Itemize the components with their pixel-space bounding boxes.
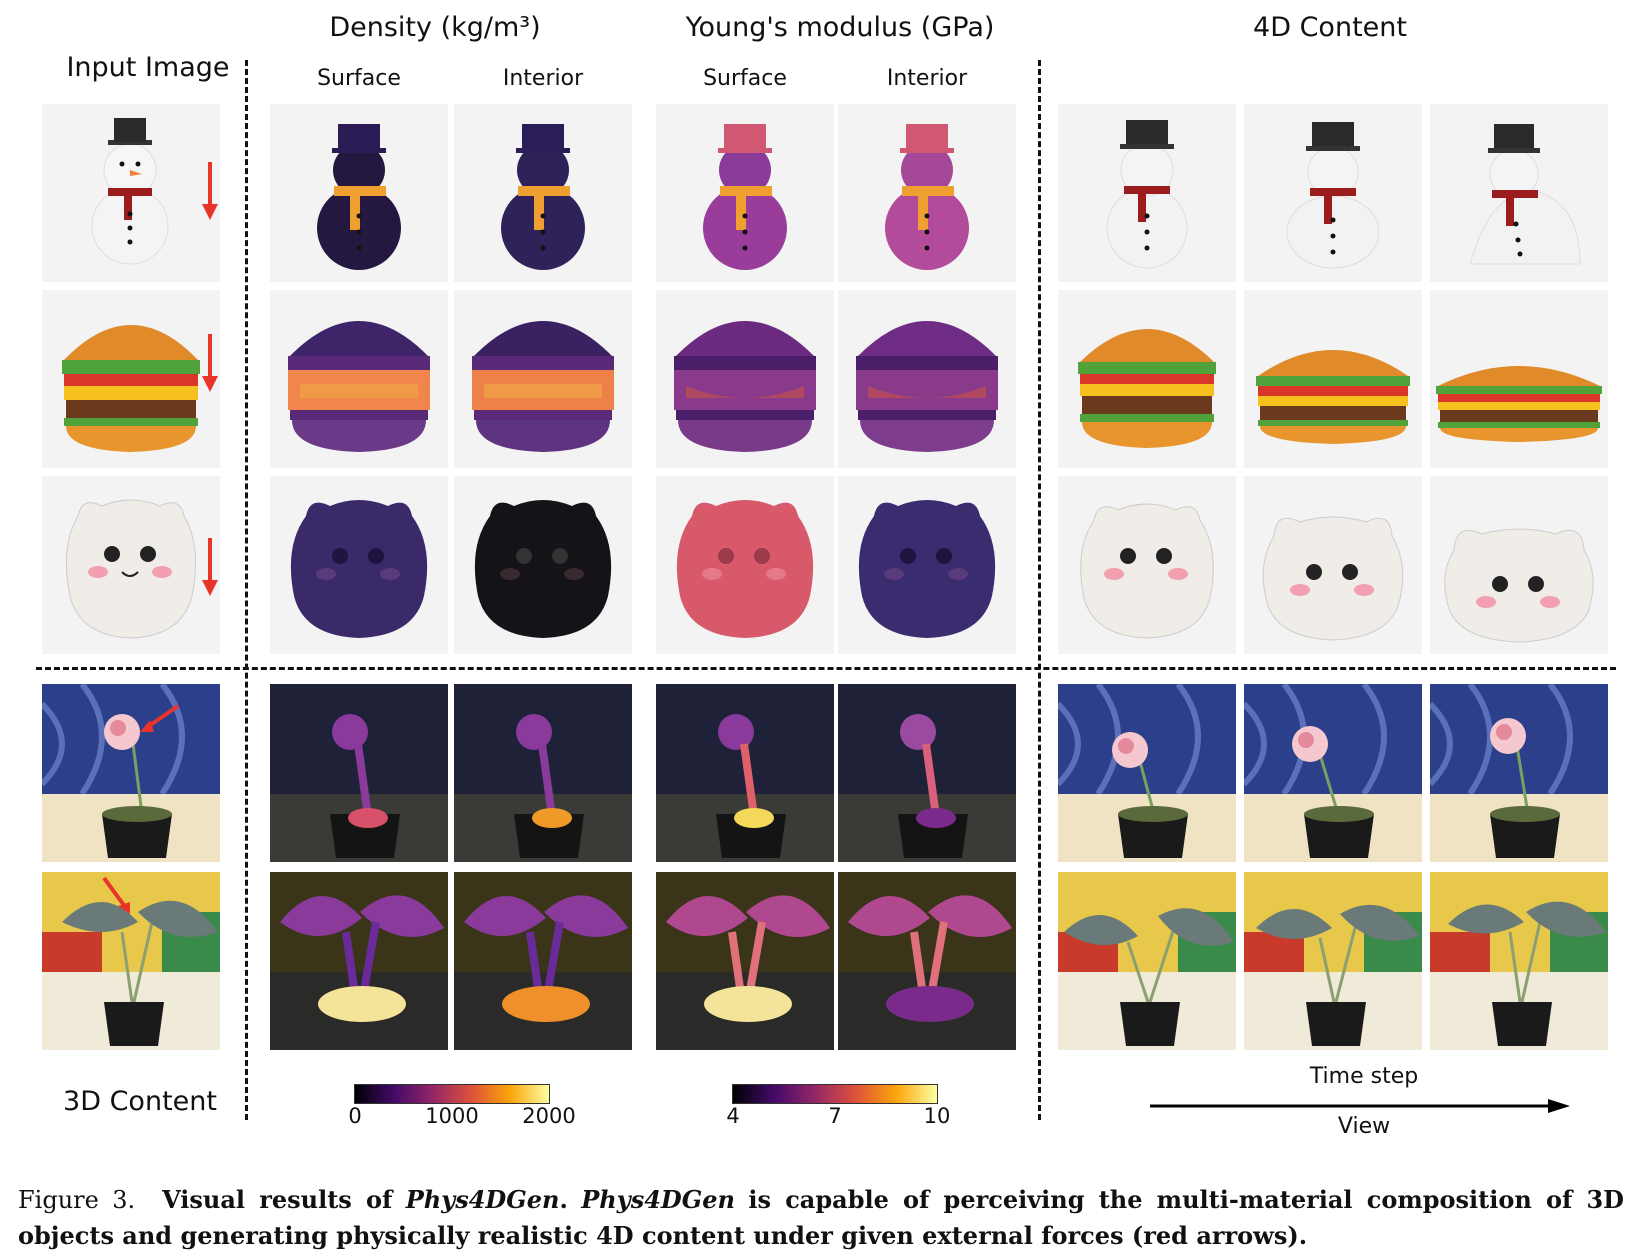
carnation-density-interior — [454, 684, 632, 862]
caption-bold-1: Visual results of — [162, 1185, 393, 1214]
snowman-density-interior — [454, 104, 632, 282]
density-interior-label: Interior — [502, 66, 584, 91]
time-arrow — [1150, 1098, 1570, 1113]
alocasia-youngs-surface — [656, 872, 834, 1050]
force-arrow-icon — [202, 538, 218, 596]
caption-bold-2: . — [559, 1185, 568, 1214]
burger-youngs-interior — [838, 290, 1016, 468]
plush-density-interior — [454, 476, 632, 654]
right-arrow-icon — [1150, 1099, 1570, 1113]
figure-caption: Figure 3. Visual results of Phys4DGen. P… — [18, 1182, 1624, 1254]
content-3d-label: 3D Content — [63, 1086, 217, 1117]
alocasia-density-surface — [270, 872, 448, 1050]
youngs-colorbar — [732, 1084, 938, 1104]
snowman-input-image — [42, 104, 220, 282]
force-arrow-icon — [202, 162, 218, 220]
force-arrow-icon — [202, 334, 218, 392]
burger-density-surface — [270, 290, 448, 468]
density-tick-2000: 2000 — [522, 1104, 576, 1128]
alocasia-density-interior — [454, 872, 632, 1050]
time-step-label: Time step — [1309, 1064, 1419, 1089]
carnation-4d-frame-2 — [1244, 684, 1422, 862]
alocasia-4d-frame-2 — [1244, 872, 1422, 1050]
snowman-density-surface — [270, 104, 448, 282]
carnation-4d-frame-3 — [1430, 684, 1608, 862]
plush-youngs-surface — [656, 476, 834, 654]
content-4d-header: 4D Content — [1253, 12, 1407, 43]
carnation-youngs-interior — [838, 684, 1016, 862]
density-header: Density (kg/m³) — [329, 12, 541, 43]
plush-density-surface — [270, 476, 448, 654]
separator-4d — [1038, 60, 1041, 1120]
youngs-tick-4: 4 — [726, 1104, 740, 1128]
view-label: View — [1337, 1114, 1391, 1139]
burger-4d-frame-1 — [1058, 290, 1236, 468]
carnation-youngs-surface — [656, 684, 834, 862]
carnation-density-surface — [270, 684, 448, 862]
youngs-modulus-header: Young's modulus (GPa) — [685, 12, 995, 43]
plush-4d-frame-2 — [1244, 476, 1422, 654]
youngs-tick-10: 10 — [923, 1104, 951, 1128]
force-arrow-icon — [102, 876, 130, 914]
youngs-surface-label: Surface — [703, 66, 787, 91]
burger-4d-frame-2 — [1244, 290, 1422, 468]
plush-youngs-interior — [838, 476, 1016, 654]
alocasia-4d-frame-3 — [1430, 872, 1608, 1050]
burger-youngs-surface — [656, 290, 834, 468]
snowman-4d-frame-2 — [1244, 104, 1422, 282]
density-tick-1000: 1000 — [425, 1104, 479, 1128]
alocasia-4d-frame-1 — [1058, 872, 1236, 1050]
burger-input-image — [42, 290, 220, 468]
input-image-header: Input Image — [66, 52, 230, 83]
separator-3d — [36, 667, 1616, 670]
density-colorbar — [354, 1084, 550, 1104]
alocasia-input-image — [42, 872, 220, 1050]
snowman-4d-frame-3 — [1430, 104, 1608, 282]
caption-name-2: Phys4DGen — [581, 1185, 735, 1214]
plush-4d-frame-1 — [1058, 476, 1236, 654]
plush-4d-frame-3 — [1430, 476, 1608, 654]
carnation-4d-frame-1 — [1058, 684, 1236, 862]
snowman-youngs-surface — [656, 104, 834, 282]
caption-name-1: Phys4DGen — [405, 1185, 560, 1214]
density-surface-label: Surface — [317, 66, 401, 91]
alocasia-youngs-interior — [838, 872, 1016, 1050]
force-arrow-icon — [140, 704, 180, 732]
carnation-input-image — [42, 684, 220, 862]
youngs-interior-label: Interior — [886, 66, 968, 91]
caption-figure-number: Figure 3. — [18, 1186, 136, 1214]
youngs-tick-7: 7 — [828, 1104, 842, 1128]
separator-input — [245, 60, 248, 1120]
density-tick-0: 0 — [348, 1104, 362, 1128]
burger-density-interior — [454, 290, 632, 468]
burger-4d-frame-3 — [1430, 290, 1608, 468]
caption-bold-3: is capable of perceiving the multi-mater… — [18, 1185, 1624, 1250]
snowman-4d-frame-1 — [1058, 104, 1236, 282]
snowman-youngs-interior — [838, 104, 1016, 282]
plush-input-image — [42, 476, 220, 654]
